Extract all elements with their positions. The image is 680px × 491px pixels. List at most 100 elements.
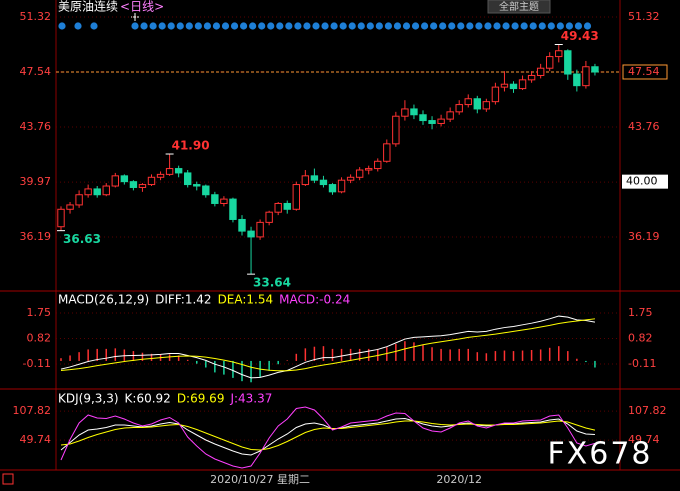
candle-body xyxy=(247,230,255,238)
candle-body xyxy=(536,67,545,76)
event-dot xyxy=(448,22,456,30)
last-price-box xyxy=(622,64,668,80)
candle-body xyxy=(57,208,65,228)
event-dot xyxy=(303,22,311,30)
candle-body xyxy=(591,66,599,73)
candle-body xyxy=(229,198,237,220)
candle-body xyxy=(401,108,409,117)
panel-header: J:43.37 xyxy=(229,392,272,406)
event-dot xyxy=(167,22,175,30)
panel-header: D:69.69 xyxy=(177,392,225,406)
event-dot xyxy=(393,22,402,30)
candle-body xyxy=(202,185,210,196)
event-dot xyxy=(466,22,474,30)
candle-body xyxy=(147,176,156,186)
candle-body xyxy=(283,202,291,210)
y-tick-label: 0.82 xyxy=(27,332,52,345)
event-dot xyxy=(475,22,483,30)
event-dot xyxy=(321,22,329,30)
panel-header: MACD(26,12,9) xyxy=(58,293,149,307)
panel-header: KDJ(9,3,3) xyxy=(58,392,119,406)
candle-body xyxy=(102,185,110,196)
event-dot xyxy=(366,22,374,30)
event-dot xyxy=(565,22,574,30)
kdj-line xyxy=(60,420,596,451)
candle-body xyxy=(446,111,454,120)
event-dot xyxy=(339,22,347,30)
candle-body xyxy=(546,56,554,69)
candle-body xyxy=(419,114,427,122)
candle-body xyxy=(365,168,373,171)
candle-body xyxy=(500,83,509,88)
candle-body xyxy=(527,74,536,81)
event-dot xyxy=(140,22,148,30)
event-dot xyxy=(439,22,447,30)
event-dot xyxy=(330,22,338,30)
y-tick-label: 47.54 xyxy=(20,65,52,78)
event-dot xyxy=(312,22,320,30)
candle-body xyxy=(84,188,92,196)
y-tick-label: 107.82 xyxy=(13,404,52,417)
candle-body xyxy=(138,184,147,188)
event-dot xyxy=(240,22,248,30)
y-tick-label: 1.75 xyxy=(27,306,52,319)
y-tick-label: 39.97 xyxy=(20,175,52,188)
candle-body xyxy=(256,221,264,238)
event-dot xyxy=(58,22,66,30)
candle-body xyxy=(392,115,400,145)
watermark: FX678 xyxy=(547,437,652,472)
event-dot xyxy=(502,22,510,30)
event-dot xyxy=(258,22,266,30)
candle-body xyxy=(491,86,500,103)
candle-body xyxy=(410,108,418,116)
event-dot xyxy=(176,22,184,30)
chart-title: 美原油连续 xyxy=(58,0,118,14)
candle-body xyxy=(165,168,174,175)
theme-button[interactable] xyxy=(487,0,551,14)
event-dot xyxy=(249,22,257,30)
event-dot xyxy=(402,22,411,30)
y-tick-label: -0.11 xyxy=(23,357,51,370)
candle-body xyxy=(265,211,273,223)
candle-body xyxy=(184,172,192,186)
candle-body xyxy=(310,175,319,181)
y-tick-label: 0.82 xyxy=(628,332,653,345)
event-dot xyxy=(457,22,465,30)
y-tick-label: 107.82 xyxy=(628,404,667,417)
event-dot xyxy=(149,22,157,30)
candle-body xyxy=(220,198,228,204)
panel-header: DEA:1.54 xyxy=(218,293,274,307)
event-dot xyxy=(430,22,438,30)
candle-body xyxy=(238,218,246,232)
panel-header: DIFF:1.42 xyxy=(155,293,211,307)
event-dot xyxy=(484,22,492,30)
event-dot xyxy=(90,22,98,30)
candle-body xyxy=(428,120,436,124)
candle-body xyxy=(319,179,328,186)
event-dot xyxy=(294,22,302,30)
y-tick-label: 43.76 xyxy=(628,120,660,133)
kdj-line xyxy=(60,406,596,469)
candle-body xyxy=(355,169,364,178)
candle-body xyxy=(455,104,463,113)
event-dot xyxy=(276,22,284,30)
event-dot xyxy=(384,22,392,30)
event-dot xyxy=(375,22,383,30)
y-tick-label: -0.11 xyxy=(628,357,656,370)
event-dot xyxy=(547,22,555,30)
event-dot xyxy=(185,22,193,30)
theme-button-label[interactable]: 全部主题 xyxy=(499,0,539,13)
y-tick-label: 36.19 xyxy=(20,230,52,243)
event-dot xyxy=(556,22,564,30)
macd-line xyxy=(60,315,596,379)
chart-subtitle: <日线> xyxy=(120,0,164,14)
x-tick-label: 2020/10/27 星期二 xyxy=(210,473,310,486)
y-tick-label: 51.32 xyxy=(20,10,52,23)
event-dot xyxy=(212,22,221,30)
candle-body xyxy=(75,194,83,206)
candle-body xyxy=(156,173,165,178)
panel-header: K:60.92 xyxy=(125,392,171,406)
